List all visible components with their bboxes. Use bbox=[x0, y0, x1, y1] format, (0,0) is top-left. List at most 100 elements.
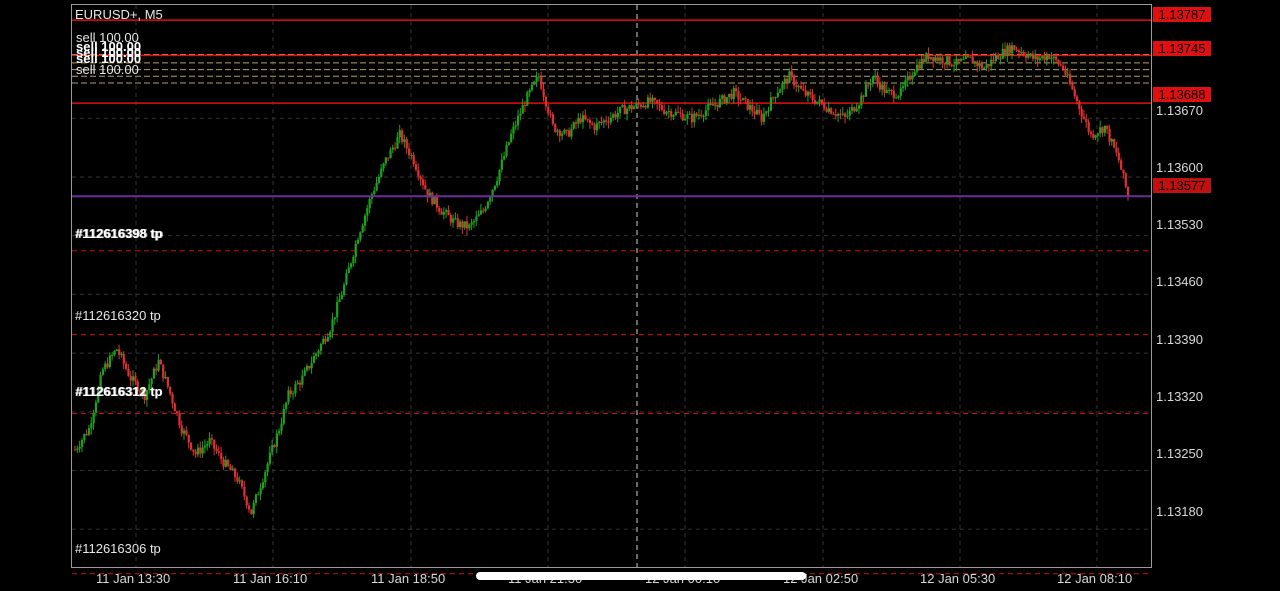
candle-bear bbox=[138, 391, 142, 393]
sell-order-label[interactable]: sell 100.00 bbox=[76, 45, 142, 60]
candle-bear bbox=[772, 97, 775, 99]
candle-bull bbox=[410, 155, 413, 157]
chart-area[interactable] bbox=[71, 4, 1152, 568]
tp-order-label[interactable]: #112616398 tp bbox=[75, 226, 163, 241]
candle-bear bbox=[737, 91, 740, 100]
sell-order-label[interactable]: sell 100.00 bbox=[76, 30, 139, 45]
candle-bear bbox=[189, 442, 193, 450]
candle-bear bbox=[758, 109, 761, 114]
candle-bull bbox=[500, 159, 503, 170]
sell-order-label[interactable]: sell 100.00 bbox=[76, 62, 139, 77]
price-tick-label: 1.13600 bbox=[1156, 160, 1203, 175]
tp-order-label[interactable]: #112616320 tp bbox=[75, 308, 161, 323]
candle-bear bbox=[716, 104, 719, 108]
candle-bear bbox=[236, 477, 239, 482]
candle-bear bbox=[549, 113, 552, 115]
candle-bear bbox=[568, 130, 571, 137]
candle-bull bbox=[259, 488, 262, 495]
candle-bull bbox=[296, 382, 299, 385]
candle-bull bbox=[141, 389, 144, 393]
candle-bull bbox=[503, 155, 506, 160]
candle-bull bbox=[920, 58, 923, 69]
candle-bear bbox=[1087, 121, 1090, 132]
candle-bear bbox=[424, 185, 427, 190]
candle-bear bbox=[125, 363, 128, 369]
candle-bull bbox=[855, 108, 858, 112]
candle-bull bbox=[477, 214, 480, 217]
candle-bull bbox=[881, 84, 884, 90]
candle-bull bbox=[231, 468, 234, 471]
candle-bear bbox=[971, 56, 974, 64]
candle-bear bbox=[1080, 109, 1083, 117]
candle-bull bbox=[78, 446, 81, 449]
candle-bear bbox=[932, 57, 935, 62]
tp-order-label[interactable]: #112616311 tp bbox=[76, 384, 163, 399]
candle-bear bbox=[171, 393, 174, 404]
candle-bull bbox=[329, 332, 332, 338]
candle-bull bbox=[87, 427, 91, 435]
candle-bull bbox=[1006, 45, 1009, 56]
tp-order-label[interactable]: #112616306 tp bbox=[75, 541, 161, 556]
candle-bull bbox=[322, 338, 325, 345]
candle-bull bbox=[535, 77, 538, 82]
candle-bear bbox=[1085, 118, 1088, 122]
candle-bull bbox=[725, 97, 728, 103]
candle-bull bbox=[1029, 53, 1032, 56]
candle-bear bbox=[155, 368, 158, 371]
candle-bear bbox=[753, 111, 756, 115]
candle-bear bbox=[853, 107, 856, 112]
candle-bull bbox=[850, 107, 854, 111]
candle-bull bbox=[275, 433, 278, 447]
candle-bull bbox=[983, 68, 986, 70]
candle-bull bbox=[1094, 135, 1097, 138]
candle-bear bbox=[586, 119, 589, 121]
candle-bear bbox=[438, 207, 441, 212]
tp-order-label[interactable]: #112616312 tp bbox=[75, 384, 163, 399]
candle-bear bbox=[85, 434, 88, 436]
time-tick-label: 12 Jan 08:10 bbox=[1057, 571, 1133, 586]
time-tick-label: 12 Jan 05:30 bbox=[920, 571, 996, 586]
candle-bull bbox=[1038, 58, 1042, 61]
candle-bull bbox=[1001, 48, 1004, 59]
candle-bull bbox=[962, 58, 965, 60]
candle-bear bbox=[1115, 147, 1118, 153]
candle-bull bbox=[352, 256, 355, 264]
candle-bull bbox=[294, 384, 297, 394]
candle-bull bbox=[964, 56, 967, 59]
candle-bull bbox=[990, 59, 993, 67]
candle-bull bbox=[561, 133, 564, 136]
candle-bull bbox=[470, 222, 473, 225]
sell-order-label[interactable]: sell 100.00 bbox=[76, 51, 142, 66]
candle-bull bbox=[960, 59, 963, 62]
candle-bear bbox=[394, 147, 397, 149]
tp-order-label[interactable]: #112616395 tp bbox=[76, 226, 164, 241]
candle-bull bbox=[359, 232, 362, 240]
candle-bull bbox=[148, 384, 151, 391]
candle-bear bbox=[456, 218, 459, 228]
candle-bull bbox=[491, 189, 494, 198]
candle-bull bbox=[396, 137, 399, 149]
candle-bear bbox=[227, 460, 230, 466]
candle-bear bbox=[106, 363, 109, 368]
candle-bear bbox=[890, 90, 893, 92]
candle-bull bbox=[271, 445, 274, 453]
candle-bull bbox=[361, 225, 364, 233]
candle-bear bbox=[711, 103, 715, 106]
candle-bull bbox=[906, 76, 909, 81]
candle-bull bbox=[493, 185, 497, 190]
candle-bull bbox=[929, 57, 933, 59]
candle-bear bbox=[786, 78, 789, 84]
candle-bear bbox=[834, 114, 837, 116]
home-indicator-bar[interactable] bbox=[476, 572, 806, 580]
candle-bear bbox=[1043, 56, 1046, 61]
candle-bull bbox=[331, 319, 334, 333]
candle-bull bbox=[651, 97, 654, 102]
candle-bull bbox=[697, 114, 701, 116]
candle-bear bbox=[878, 82, 882, 90]
candle-bear bbox=[127, 368, 130, 377]
candle-bull bbox=[783, 78, 786, 83]
candle-bull bbox=[1034, 56, 1037, 59]
sell-order-label[interactable]: sell 100.00 bbox=[76, 39, 142, 54]
candle-bull bbox=[841, 113, 844, 115]
